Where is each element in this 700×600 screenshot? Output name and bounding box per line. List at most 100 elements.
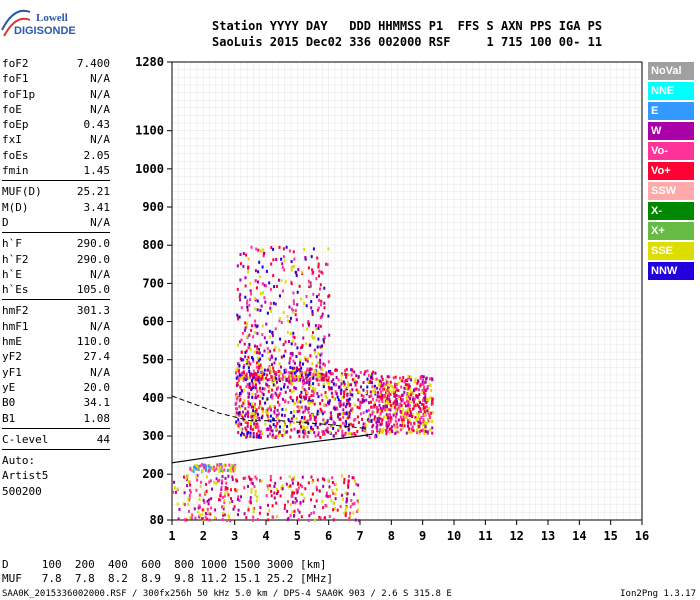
echo-point [386,424,389,428]
echo-point [325,494,328,498]
echo-point [208,518,211,522]
echo-point [247,405,250,409]
echo-point [307,410,310,414]
echo-point [269,478,272,482]
echo-point [197,506,200,510]
param-key: yF2 [2,350,22,364]
echo-point [327,378,330,382]
legend-item-x-: X+ [648,222,694,240]
echo-point [351,378,354,382]
echo-point [345,375,348,379]
echo-point [277,395,280,399]
echo-point [293,336,296,340]
echo-point [288,320,291,324]
echo-point [386,421,389,425]
echo-point [301,372,303,376]
echo-point [274,302,277,306]
echo-point [404,415,407,418]
echo-point [207,502,210,506]
echo-point [422,407,425,411]
echo-point [279,365,282,369]
echo-point [344,514,347,517]
echo-point [251,414,254,418]
echo-point [253,422,256,426]
echo-point [337,398,340,402]
echo-point [318,411,321,415]
echo-point [419,384,422,388]
echo-point [250,245,253,249]
echo-point [352,418,355,422]
echo-point [315,485,318,489]
echo-point [252,510,255,514]
echo-point [263,336,266,340]
echo-point [319,376,322,380]
echo-point [298,429,301,433]
echo-point [220,481,223,485]
echo-point [256,425,259,429]
param-row: hmF2 301.3 [2,303,110,318]
echo-point [262,254,265,258]
echo-point [404,411,407,415]
echo-point [402,376,405,380]
echo-point [317,383,320,386]
echo-point [242,401,245,405]
echo-point [342,395,345,399]
echo-point [234,488,237,492]
echo-point [309,284,312,288]
param-value: N/A [90,267,110,281]
echo-point [247,430,250,434]
echo-point [414,403,417,407]
echo-point [312,270,315,274]
echo-point [322,362,325,366]
echo-point [401,426,404,430]
param-value: 105.0 [76,283,110,297]
echo-point [431,402,434,405]
echo-point [302,378,305,382]
echo-point [222,505,225,509]
echo-point [308,283,311,287]
echo-point [254,372,257,375]
echo-point [370,405,373,409]
echo-point [268,484,271,488]
echo-point [290,417,293,421]
echo-point [276,492,279,495]
echo-point [344,491,347,495]
echo-point [292,310,295,314]
echo-point [354,433,357,437]
echo-point [276,416,279,420]
y-tick-label: 800 [142,238,164,252]
param-value: 290.0 [76,252,110,266]
echo-point [198,493,201,497]
echo-point [259,363,262,367]
echo-point [417,425,420,429]
echo-point [289,389,292,393]
echo-point [407,408,410,412]
echo-point [288,380,291,384]
echo-point [272,258,275,262]
echo-point [376,423,379,427]
echo-point [399,423,402,427]
echo-point [235,392,238,396]
echo-point [387,413,390,417]
echo-point [387,401,389,405]
echo-point [189,483,192,487]
echo-point [318,489,321,493]
param-key: M(D) [2,200,29,214]
echo-point [294,309,297,313]
echo-point [306,327,309,331]
echo-point [238,421,241,425]
echo-point [420,409,423,413]
echo-point [275,501,278,505]
echo-point [268,357,271,361]
param-value: 3.41 [83,200,111,214]
echo-point [327,478,330,482]
echo-point [422,398,424,402]
echo-point [200,480,203,484]
echo-point [257,394,260,398]
echo-point [425,377,428,381]
param-value: 110.0 [76,335,110,349]
echo-point [330,386,333,390]
echo-point [265,322,268,326]
echo-point [178,507,181,511]
echo-point [195,475,198,479]
